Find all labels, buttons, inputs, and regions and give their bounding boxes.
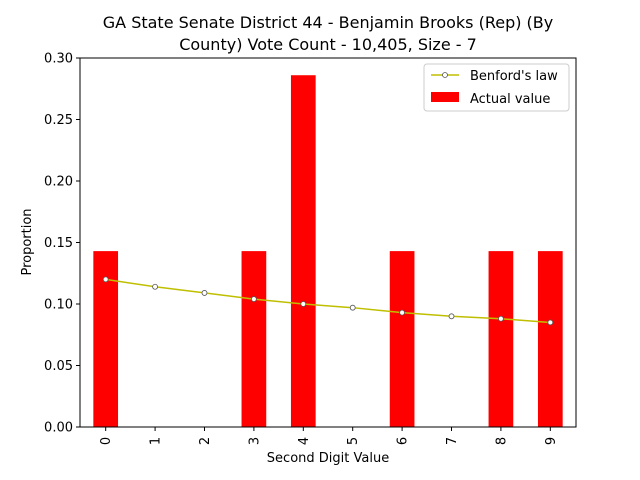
bar-8 [488,251,514,427]
x-tick-label: 5 [346,437,361,445]
x-tick-label: 8 [494,437,509,445]
x-tick-label: 4 [297,437,312,445]
benford-point-0 [102,276,109,283]
benford-line-series [102,276,554,326]
legend-benford-marker [442,72,448,78]
benford-point-4 [300,301,307,307]
legend-actual-label: Actual value [470,92,550,107]
x-tick-label: 1 [149,437,164,445]
y-tick-label: 0.25 [44,113,73,128]
y-tick-label: 0.20 [44,175,73,190]
y-tick-label: 0.30 [44,52,73,67]
y-tick-label: 0.05 [44,359,73,374]
y-tick-label: 0.15 [44,236,73,251]
benford-point-8 [498,315,504,322]
benford-point-7 [448,313,455,320]
benford-point-9 [547,319,554,326]
legend-benford-label: Benford's law [470,69,558,84]
bar-4 [290,75,316,427]
y-tick-label: 0.00 [44,421,73,436]
x-tick-label: 0 [99,437,114,445]
x-tick-label: 2 [198,437,213,445]
y-axis-label: Proportion [20,208,35,275]
x-tick-label: 3 [247,437,262,445]
x-tick-label: 6 [396,437,411,445]
benford-point-6 [399,309,406,316]
benford-point-1 [152,283,158,290]
benford-point-2 [201,290,208,296]
x-axis: 0 1 2 3 4 5 6 7 8 9 [99,427,559,445]
y-tick-label: 0.10 [44,298,73,313]
x-tick-label: 9 [544,437,559,445]
legend-box [423,63,570,112]
benford-point-5 [349,304,356,311]
bar-3 [241,251,267,427]
x-axis-label: Second Digit Value [267,451,389,466]
chart-title: GA State Senate District 44 - Benjamin B… [103,13,553,54]
chart-title-line-2: County) Vote Count - 10,405, Size - 7 [179,35,477,54]
legend: Benford's law Actual value [423,63,570,112]
benford-line [105,278,551,324]
bar-series [93,75,563,427]
bar-9 [537,251,563,427]
chart-title-line-1: GA State Senate District 44 - Benjamin B… [103,13,553,32]
y-axis: 0.00 0.05 0.10 0.15 0.20 0.25 0.30 [44,52,80,436]
bar-6 [389,251,415,427]
x-tick-label: 7 [445,437,460,445]
legend-actual-swatch [431,92,459,102]
benford-point-3 [250,296,257,302]
